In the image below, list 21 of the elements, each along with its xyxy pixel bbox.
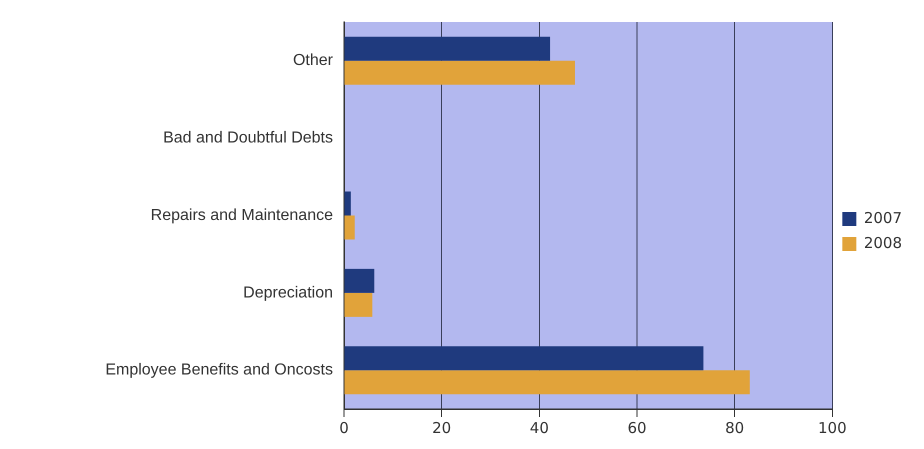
x-tick-label: 20 <box>432 418 452 437</box>
x-tick-label: 60 <box>627 418 647 437</box>
y-tick-label: Other <box>292 52 334 70</box>
y-tick-label: Employee Benefits and Oncosts <box>105 362 333 379</box>
bar <box>344 216 355 240</box>
bar <box>344 192 351 216</box>
bar <box>344 292 372 317</box>
bar <box>344 60 575 85</box>
bar <box>344 370 750 394</box>
x-tick-label: 100 <box>818 418 847 437</box>
x-tick-label: 0 <box>339 418 349 437</box>
y-tick-label: Depreciation <box>243 284 333 302</box>
bar <box>344 346 704 370</box>
legend-label: 2008 <box>864 234 902 252</box>
bar <box>344 268 374 293</box>
y-tick-label: Bad and Doubtful Debts <box>163 130 333 147</box>
legend-label: 2007 <box>864 208 902 227</box>
bar <box>344 36 550 61</box>
x-tick-label: 80 <box>725 418 744 437</box>
y-tick-label: Repairs and Maintenance <box>150 206 334 224</box>
x-tick-label: 40 <box>530 418 549 437</box>
